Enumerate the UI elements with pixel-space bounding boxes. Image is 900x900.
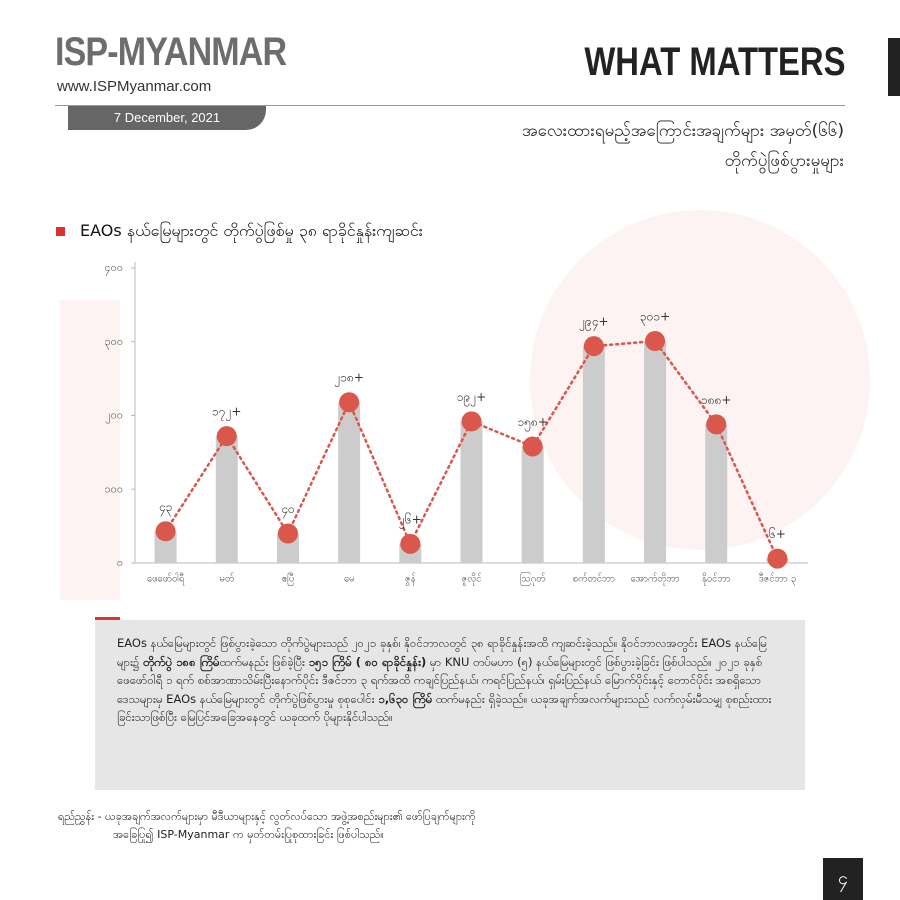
date: 7 December, 2021 [68, 106, 266, 130]
x-tick-label: စက်တင်ဘာ [573, 574, 615, 585]
page-number: ၄ [823, 858, 863, 900]
point [216, 426, 237, 447]
point [706, 414, 727, 435]
chart-title: EAOs နယ်မြေများတွင် တိုက်ပွဲဖြစ်မှု ၃၈ ရ… [80, 221, 423, 240]
x-tick-label: နိုဝင်ဘာ [702, 574, 731, 586]
point [461, 411, 482, 432]
bar [460, 421, 483, 563]
point [155, 521, 176, 542]
data-label: ၁၅၈+ [517, 415, 547, 432]
x-tick-label: ဖေဖော်ဝါရီ [147, 574, 185, 586]
data-label: ၄၃ [159, 500, 173, 517]
text-bold: ၁၅၁ ကြိမ် ( ၈၀ ရာခိုင်နှုန်း) [308, 654, 427, 669]
source: ရည်ညွှန်း - ယခုအချက်အလက်များမှာ မီဒီယာမျ… [58, 808, 476, 844]
source-line: ယခုအချက်အလက်များမှာ မီဒီယာများနှင့် လွတ်… [105, 810, 476, 823]
data-label: ၄၀ [281, 502, 295, 519]
text-bold: ၁,၆၃၀ ကြိမ် [378, 691, 433, 706]
source-label: ရည်ညွှန်း - [58, 810, 102, 823]
trend-line [164, 339, 779, 560]
data-label: ၂၁၈+ [334, 371, 364, 388]
url: www.ISPMyanmar.com [57, 78, 212, 95]
y-tick-label: ၃၀၀ [104, 335, 123, 350]
text: မှာ KNU တပ်မဟာ (၅) နယ်မြေများတွင် ဖြစ်ပွ… [117, 654, 763, 706]
x-tick-label: အောက်တိုဘာ [631, 574, 680, 586]
data-label: ၁၈၈+ [701, 393, 732, 407]
section-title: WHAT MATTERS [583, 40, 845, 84]
point [339, 392, 360, 413]
x-tick-label: ဧပြီ [282, 574, 294, 586]
x-tick-label: ဇွန် [405, 574, 416, 586]
data-label: ၂၆+ [399, 511, 422, 529]
y-tick-label: ၀ [117, 556, 123, 569]
source-line: အခြေပြု၍ ISP-Myanmar က မှတ်တမ်းပြုစုထားခ… [113, 828, 384, 841]
point [645, 331, 666, 352]
bar [582, 346, 605, 563]
x-tick-label: ဒီဇင်ဘာ ၃ [759, 574, 796, 586]
text: EAOs နယ်မြေများတွင် ဖြစ်ပွားခဲ့သော တိုက်… [117, 636, 767, 669]
y-tick-label: ၂၀၀ [105, 409, 123, 424]
x-tick-label: မတ် [219, 574, 234, 585]
point [522, 436, 543, 457]
y-tick-label: ၄၀၀ [104, 261, 123, 276]
bar [521, 446, 544, 563]
title-line: အလေးထားရမည့်အကြောင်းအချက်များ အမှတ်(၆၆) [522, 121, 844, 141]
bar [338, 402, 361, 563]
text: ထက်မနည်း ဖြစ်ခဲ့ပြီး [219, 654, 309, 669]
data-label: ၂၉၄+ [579, 315, 608, 332]
data-label: ၁၉၂+ [457, 390, 486, 407]
point [767, 548, 788, 569]
data-label: ၆+ [769, 526, 786, 541]
x-tick-label: မေ [344, 574, 355, 585]
x-tick-label: ဇူလိုင် [462, 574, 482, 586]
y-tick-label: ၁၀၀ [104, 482, 123, 495]
data-label: ၁၇၂+ [212, 405, 241, 422]
bar [215, 436, 238, 563]
point [277, 523, 298, 544]
text-bold: တိုက်ပွဲ ၁၈၈ ကြိမ် [143, 654, 220, 669]
bar [644, 341, 667, 563]
x-tick-label: ဩဂုတ် [520, 573, 546, 586]
title-line: တိုက်ပွဲဖြစ်ပွားမှုများ [724, 151, 844, 171]
bullet [56, 227, 65, 236]
header-rule [55, 105, 845, 106]
data-label: ၃၀၁+ [640, 310, 670, 327]
accent [95, 617, 120, 620]
summary-box: EAOs နယ်မြေများတွင် ဖြစ်ပွားခဲ့သော တိုက်… [95, 620, 805, 790]
edge-bar [888, 38, 900, 96]
point [400, 533, 421, 554]
bar [705, 424, 728, 563]
point [583, 336, 604, 357]
watermark [60, 210, 870, 600]
text: ထက်မနည်း ရှိခဲ့သည်။ ယခုအချက်အလက်များသည် … [117, 691, 772, 725]
brand: ISP-MYANMAR [55, 30, 287, 74]
